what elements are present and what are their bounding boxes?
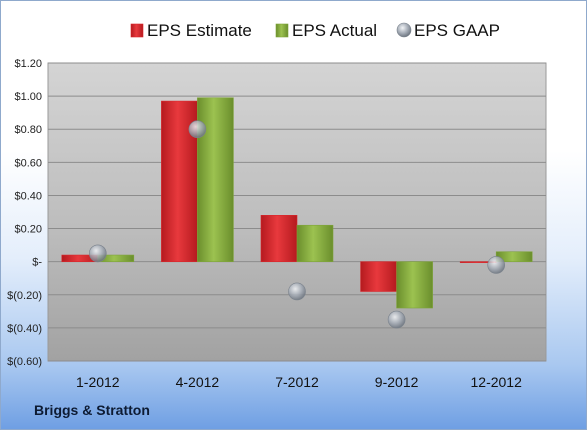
y-tick-label: $0.60 — [14, 157, 42, 169]
legend-label: EPS Estimate — [147, 21, 252, 40]
y-tick-label: $(0.20) — [7, 290, 42, 302]
company-name: Briggs & Stratton — [34, 402, 150, 418]
x-tick-label: 1-2012 — [76, 374, 120, 390]
legend: EPS Estimate EPS Actual EPS GAAP — [130, 21, 500, 40]
y-tick-label: $0.40 — [14, 190, 42, 202]
y-tick-label: $(0.60) — [7, 356, 42, 368]
y-tick-label: $- — [32, 257, 42, 269]
bars-layer — [61, 97, 533, 309]
bar-eps-estimate — [360, 261, 397, 292]
marker-eps-gaap — [487, 256, 506, 274]
y-tick-label: $(0.40) — [7, 323, 42, 335]
marker-eps-gaap — [89, 244, 107, 263]
x-tick-label: 12-2012 — [471, 374, 523, 390]
legend-label: EPS Actual — [292, 21, 377, 40]
legend-swatch-eps-actual — [275, 23, 289, 38]
bar-eps-actual — [396, 261, 433, 309]
legend-marker-eps-gaap — [396, 22, 412, 38]
markers-layer — [89, 120, 506, 329]
legend-label: EPS GAAP — [414, 21, 500, 40]
y-tick-label: $0.20 — [14, 224, 42, 236]
bar-eps-estimate — [260, 215, 298, 262]
y-axis-tick-labels: $1.20 $1.00 $0.80 $0.60 $0.40 $0.20 $- $(0.20) $… — [7, 58, 42, 368]
x-axis-tick-labels: 1-2012 4-2012 7-2012 9-2012 12-2012 — [76, 374, 522, 390]
x-tick-label: 9-2012 — [375, 374, 419, 390]
bar-eps-actual — [296, 224, 334, 262]
plot-area — [47, 62, 547, 362]
legend-swatch-eps-estimate — [130, 23, 144, 38]
marker-eps-gaap — [188, 120, 207, 139]
marker-eps-gaap — [288, 282, 306, 301]
y-tick-label: $1.00 — [14, 91, 42, 103]
x-tick-label: 7-2012 — [275, 374, 319, 390]
y-tick-label: $0.80 — [14, 124, 42, 136]
marker-eps-gaap — [387, 310, 406, 329]
x-tick-label: 4-2012 — [176, 374, 220, 390]
y-tick-label: $1.20 — [14, 58, 42, 70]
